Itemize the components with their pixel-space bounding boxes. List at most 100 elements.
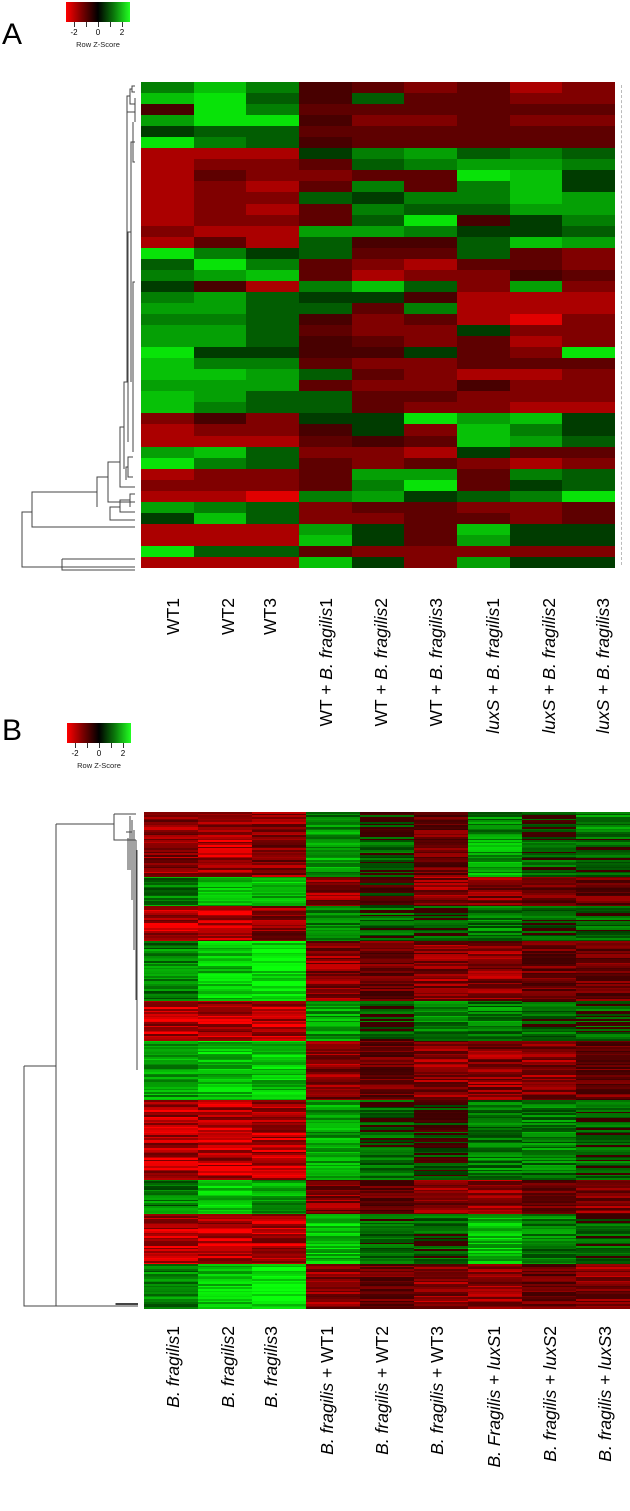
heatmap-cell [360, 1072, 414, 1074]
heatmap-cell [306, 1027, 360, 1029]
heatmap-cell [198, 990, 252, 993]
heatmap-cell [468, 901, 522, 904]
heatmap-cell [414, 1083, 468, 1086]
heatmap-cell [522, 1262, 576, 1265]
heatmap-cell [252, 1118, 306, 1121]
heatmap-cell [141, 269, 194, 281]
heatmap-column [306, 812, 360, 1309]
heatmap-cell [522, 1226, 576, 1228]
heatmap-cell [298, 545, 352, 558]
heatmap-cell [246, 115, 299, 127]
heatmap-cell [468, 1022, 522, 1024]
heatmap-cell [522, 979, 576, 981]
heatmap-cell [360, 1100, 414, 1102]
heatmap-cell [252, 937, 306, 940]
heatmap-cell [522, 962, 576, 965]
heatmap-cell [576, 1136, 630, 1139]
heatmap-cell [144, 1265, 198, 1268]
heatmap-cell [306, 1192, 360, 1195]
heatmap-cell [414, 1012, 468, 1015]
heatmap-cell [306, 1267, 360, 1270]
heatmap-cell [306, 1202, 360, 1205]
heatmap-cell [576, 975, 630, 978]
heatmap-cell [360, 1123, 414, 1126]
heatmap-cell [306, 1065, 360, 1068]
panel-a-column-labels: WT1 WT2 WT3 WT + B. fragilis1 WT + B. fr… [141, 598, 615, 778]
heatmap-cell [144, 888, 198, 890]
heatmap-cell [522, 914, 576, 917]
heatmap-cell [144, 1202, 198, 1205]
heatmap-cell [468, 831, 522, 834]
heatmap-cell [576, 967, 630, 970]
heatmap-cell [522, 881, 576, 884]
heatmap-cell [306, 1275, 360, 1278]
heatmap-cell [414, 944, 468, 947]
heatmap-cell [360, 1004, 414, 1006]
heatmap-cell [522, 848, 576, 851]
heatmap-cell [414, 1196, 468, 1198]
heatmap-cell [576, 1239, 630, 1241]
heatmap-cell [198, 1090, 252, 1092]
heatmap-cell [252, 881, 306, 884]
heatmap-cell [306, 934, 360, 937]
heatmap-cell [144, 1019, 198, 1021]
heatmap-cell [404, 446, 457, 458]
heatmap-cell [522, 1113, 576, 1116]
heatmap-cell [144, 851, 198, 854]
heatmap-cell [252, 1141, 306, 1144]
heatmap-cell [144, 1196, 198, 1198]
heatmap-cell [306, 1126, 360, 1129]
heatmap-cell [198, 1284, 252, 1286]
heatmap-cell [306, 1259, 360, 1261]
heatmap-cell [576, 977, 630, 980]
heatmap-cell [193, 446, 247, 458]
heatmap-cell [360, 904, 414, 907]
heatmap-cell [351, 413, 405, 425]
heatmap-cell [360, 869, 414, 872]
heatmap-cell [306, 924, 360, 927]
heatmap-cell [576, 823, 630, 826]
heatmap-cell [414, 894, 468, 897]
heatmap-cell [522, 1010, 576, 1013]
heatmap-cell [522, 1143, 576, 1145]
heatmap-cell [576, 1113, 630, 1116]
heatmap-cell [198, 1275, 252, 1278]
heatmap-cell [360, 924, 414, 927]
heatmap-cell [306, 861, 360, 864]
heatmap-cell [576, 835, 630, 837]
heatmap-cell [144, 1017, 198, 1020]
heatmap-cell [252, 826, 306, 829]
heatmap-cell [576, 956, 630, 958]
heatmap-cell [522, 1254, 576, 1256]
heatmap-cell [522, 868, 576, 870]
heatmap-cell [246, 501, 299, 513]
heatmap-cell [198, 1126, 252, 1129]
heatmap-cell [252, 1275, 306, 1278]
heatmap-cell [468, 1106, 522, 1109]
heatmap-cell [306, 1033, 360, 1036]
heatmap-cell [193, 236, 247, 248]
heatmap-cell [144, 1038, 198, 1041]
heatmap-cell [576, 1237, 630, 1240]
heatmap-cell [306, 1028, 360, 1031]
heatmap-cell [306, 1123, 360, 1126]
heatmap-cell [198, 841, 252, 844]
heatmap-cell [468, 1245, 522, 1248]
heatmap-cell [468, 982, 522, 985]
heatmap-cell [468, 1254, 522, 1256]
heatmap-cell [144, 1302, 198, 1304]
heatmap-cell [144, 1267, 198, 1270]
heatmap-cell [522, 909, 576, 912]
heatmap-cell [468, 942, 522, 945]
heatmap-cell [522, 903, 576, 905]
heatmap-cell [144, 1269, 198, 1271]
heatmap-cell [198, 1236, 252, 1238]
heatmap-cell [144, 1219, 198, 1222]
heatmap-cell [198, 1282, 252, 1285]
heatmap-cell [252, 906, 306, 909]
heatmap-cell [522, 1038, 576, 1041]
heatmap-cell [360, 1199, 414, 1202]
heatmap-cell [306, 863, 360, 865]
heatmap-cell [252, 848, 306, 851]
heatmap-cell [144, 1178, 198, 1180]
